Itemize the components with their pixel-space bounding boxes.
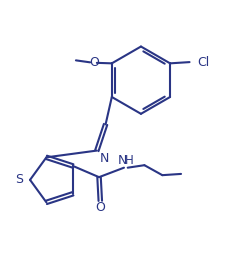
Text: S: S [15, 173, 23, 186]
Text: Cl: Cl [198, 56, 210, 69]
Text: O: O [89, 56, 99, 69]
Text: O: O [95, 201, 105, 214]
Text: N: N [118, 154, 128, 167]
Text: H: H [125, 154, 134, 167]
Text: N: N [99, 151, 109, 164]
